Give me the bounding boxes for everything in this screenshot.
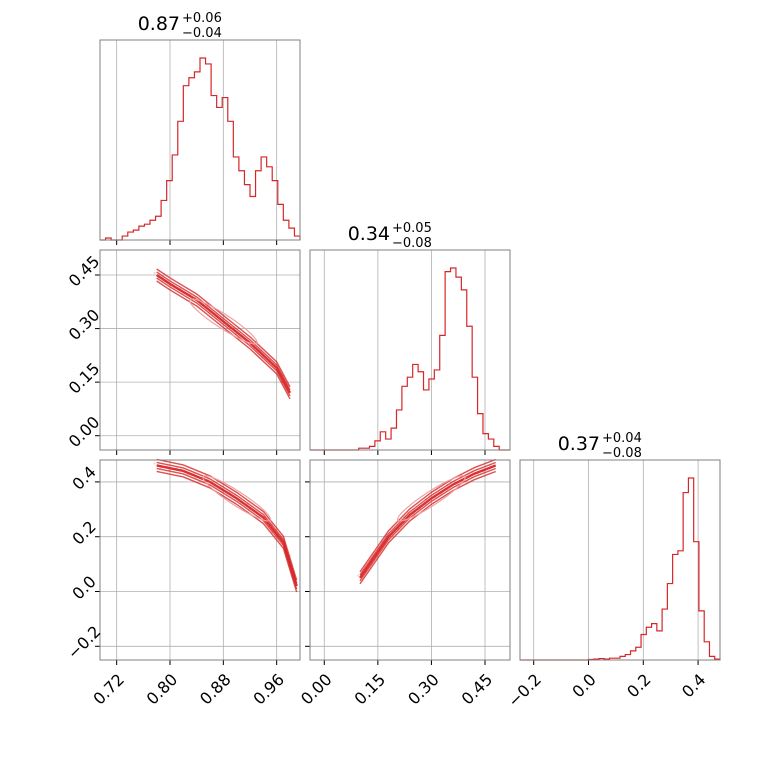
contour-line	[156, 461, 298, 584]
contour-group	[153, 458, 298, 593]
histogram-step	[310, 267, 510, 451]
x-tick-label: 0.88	[196, 670, 235, 709]
contour-core	[202, 475, 272, 522]
y-tick-label: 0.15	[65, 359, 104, 398]
histogram-panel	[309, 249, 511, 451]
x-tick-label: 0.15	[351, 670, 390, 709]
x-tick-label: 0.45	[458, 670, 497, 709]
y-tick-label: 0.30	[65, 305, 104, 344]
contour-line	[156, 280, 291, 400]
contour-core	[397, 475, 466, 522]
contour-line	[156, 271, 291, 391]
scatter-panel	[99, 249, 301, 451]
y-tick-label: −0.2	[64, 622, 105, 663]
contour-line	[156, 464, 298, 587]
x-tick-label: −0.2	[504, 670, 545, 711]
panel-title: 0.87 +0.06−0.04	[138, 11, 222, 41]
y-tick-label: 0.00	[65, 413, 104, 452]
contour-line	[155, 274, 292, 394]
x-tick-label: 0.80	[143, 670, 182, 709]
contour-line	[156, 277, 291, 397]
scatter-point	[356, 574, 360, 578]
title-minus: −0.08	[602, 446, 642, 461]
x-tick-label: 0.00	[297, 670, 336, 709]
histogram-step	[520, 477, 721, 661]
contour-line	[359, 470, 496, 585]
y-tick-label: 0.0	[68, 572, 99, 603]
y-tick-label: 0.4	[68, 462, 99, 493]
title-value: 0.87	[138, 13, 180, 35]
x-tick-label: 0.0	[568, 670, 599, 701]
y-tick-label: 0.45	[65, 252, 104, 291]
y-tick-label: 0.2	[68, 517, 99, 548]
scatter-point	[153, 271, 156, 275]
contour-line	[359, 464, 497, 579]
contour-line	[156, 467, 298, 590]
contour-group	[356, 458, 497, 585]
contour-line	[359, 458, 496, 573]
title-plus: +0.04	[602, 431, 642, 446]
contour-line	[156, 268, 291, 388]
title-value: 0.34	[348, 223, 390, 245]
x-tick-label: 0.96	[249, 670, 288, 709]
contour-line	[156, 458, 298, 581]
contour-group	[153, 268, 292, 400]
histogram-panel	[99, 39, 301, 241]
title-minus: −0.04	[182, 26, 222, 41]
title-minus: −0.08	[392, 236, 432, 251]
contour-line	[359, 467, 496, 582]
panel-title: 0.37 +0.04−0.08	[558, 431, 642, 461]
histogram-step	[100, 57, 301, 241]
x-tick-label: 0.4	[678, 670, 709, 701]
x-tick-label: 0.2	[623, 670, 654, 701]
scatter-panel	[309, 459, 511, 661]
scatter-point	[153, 462, 156, 465]
histogram-panel	[519, 459, 721, 661]
contour-line	[359, 461, 496, 576]
contour-core	[188, 298, 258, 345]
panel-title: 0.34 +0.05−0.08	[348, 221, 432, 251]
title-plus: +0.06	[182, 11, 222, 26]
x-tick-label: 0.30	[404, 670, 443, 709]
contour-line	[156, 470, 298, 593]
title-value: 0.37	[558, 433, 600, 455]
x-tick-label: 0.72	[89, 670, 128, 709]
scatter-panel	[99, 459, 301, 661]
title-plus: +0.05	[392, 221, 432, 236]
